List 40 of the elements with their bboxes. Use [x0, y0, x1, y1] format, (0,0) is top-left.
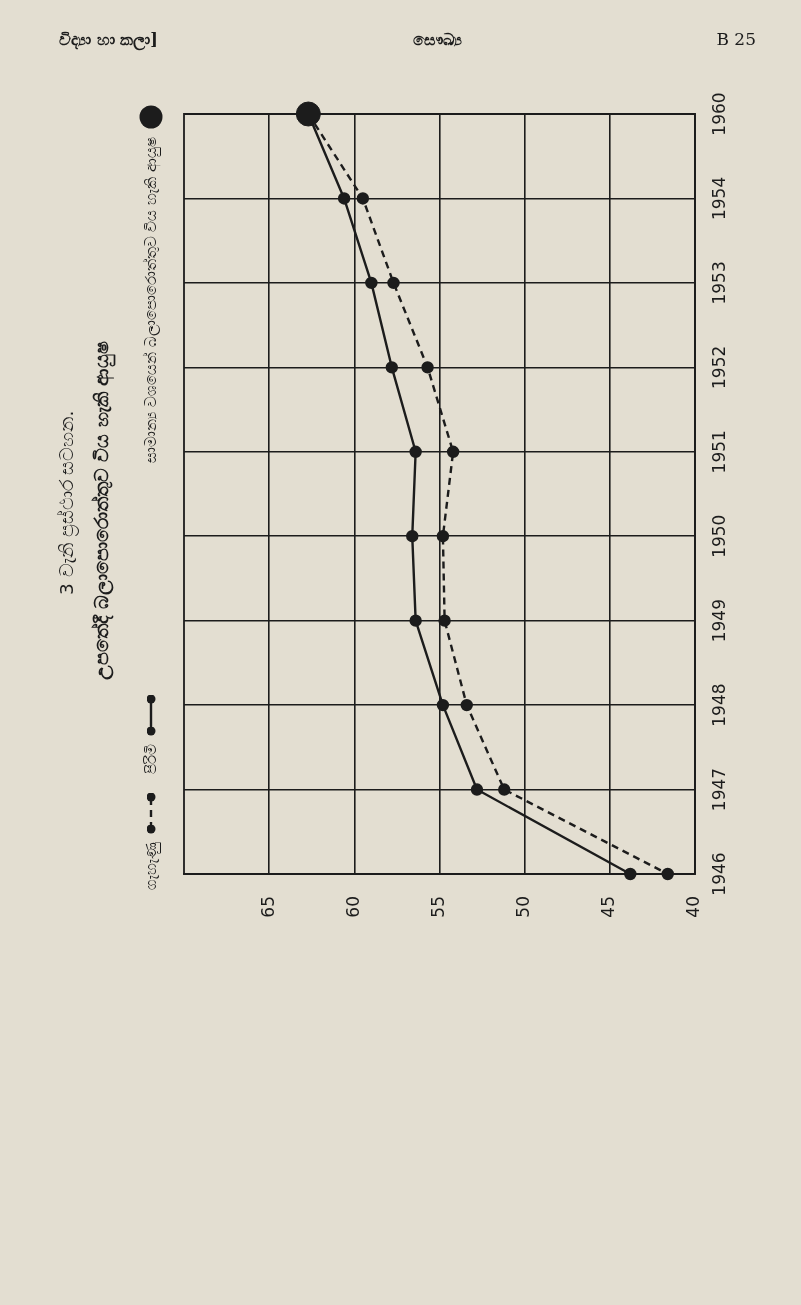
x-tick-label: 45: [598, 896, 619, 918]
point: [446, 445, 460, 458]
point: [409, 614, 422, 627]
point: [356, 192, 370, 205]
x-tick-label: 40: [683, 896, 704, 918]
y-tick-label: 1946: [709, 852, 730, 896]
point: [460, 698, 473, 712]
y-tick-label: 1953: [709, 261, 730, 305]
point: [365, 276, 378, 290]
y-tick-label: 1954: [709, 176, 730, 221]
text: B 25: [716, 29, 756, 49]
y-tick-label: 1951: [709, 430, 730, 474]
y-tick-label: 1952: [709, 345, 730, 389]
point: [387, 276, 400, 290]
y-tick-label: 1950: [709, 514, 730, 558]
point: [409, 445, 422, 458]
x-tick-label: 50: [513, 896, 534, 918]
point: [436, 698, 450, 712]
point: [438, 614, 451, 627]
x-tick-label: 55: [427, 896, 448, 918]
point: [385, 361, 399, 374]
legend-label: ගැහැණු: [142, 842, 160, 890]
legend-label: සාමාන්‍ය වශයෙන් බලාපොරොත්තුව විය හැකි ආයුෂ: [142, 137, 160, 463]
point: [436, 530, 450, 543]
x-tick-label: 65: [257, 896, 278, 918]
y-tick-label: 1949: [709, 599, 730, 643]
point: [295, 101, 321, 127]
point: [470, 783, 484, 796]
y-tick-label: 1948: [709, 683, 730, 727]
y-tick-label: 1947: [709, 767, 730, 812]
x-tick-label: 60: [342, 896, 363, 918]
text: සෞඛ්‍ය: [412, 30, 462, 49]
text: 3 වැනි ප්‍රස්ථාර සටහන.: [56, 410, 79, 595]
point: [337, 192, 351, 205]
text: විද්‍යා හා කලා]: [59, 30, 158, 49]
point: [498, 783, 511, 796]
legend-label: පිරිමි: [142, 744, 160, 774]
point: [406, 530, 419, 543]
point: [421, 361, 434, 374]
y-tick-label: 1960: [709, 92, 730, 136]
